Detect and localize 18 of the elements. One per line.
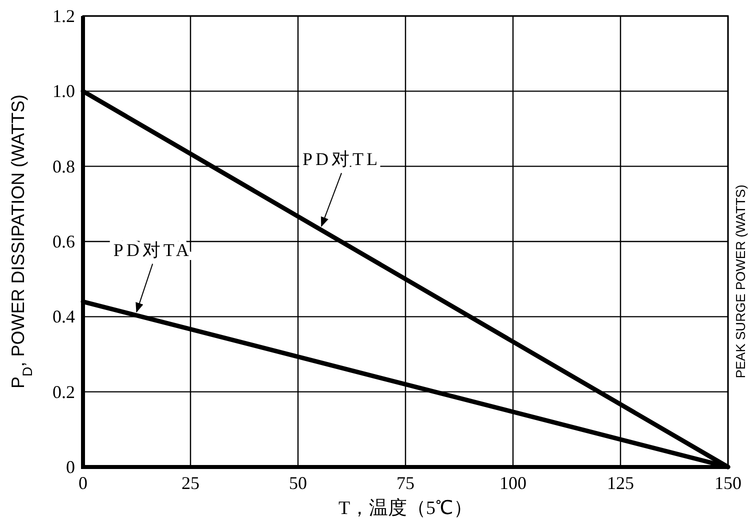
text: PEAK SURGE POWER (WATTS)	[733, 184, 748, 378]
y-tick-label: 0.8	[52, 156, 75, 176]
x-tick-label: 150	[714, 473, 742, 493]
y-tick-label: 0	[66, 457, 75, 477]
x-tick-label: 0	[78, 473, 88, 493]
x-tick-label: 75	[396, 473, 414, 493]
y-tick-label: 1.2	[52, 6, 75, 26]
x-axis-title: T，温度（5℃）	[338, 497, 473, 519]
annotation: PD对TL	[302, 149, 380, 170]
annotation: PD对TA	[113, 240, 192, 260]
y-tick-label: 1.0	[52, 81, 75, 102]
y-tick-label: 0.4	[52, 306, 75, 327]
x-tick-label: 125	[607, 473, 634, 493]
x-tick-label: 25	[182, 473, 200, 493]
x-tick-label: 100	[500, 473, 526, 493]
y-tick-label: 0.2	[52, 382, 75, 402]
y-tick-label: 0.6	[52, 232, 75, 252]
x-tick-label: 50	[289, 473, 307, 493]
